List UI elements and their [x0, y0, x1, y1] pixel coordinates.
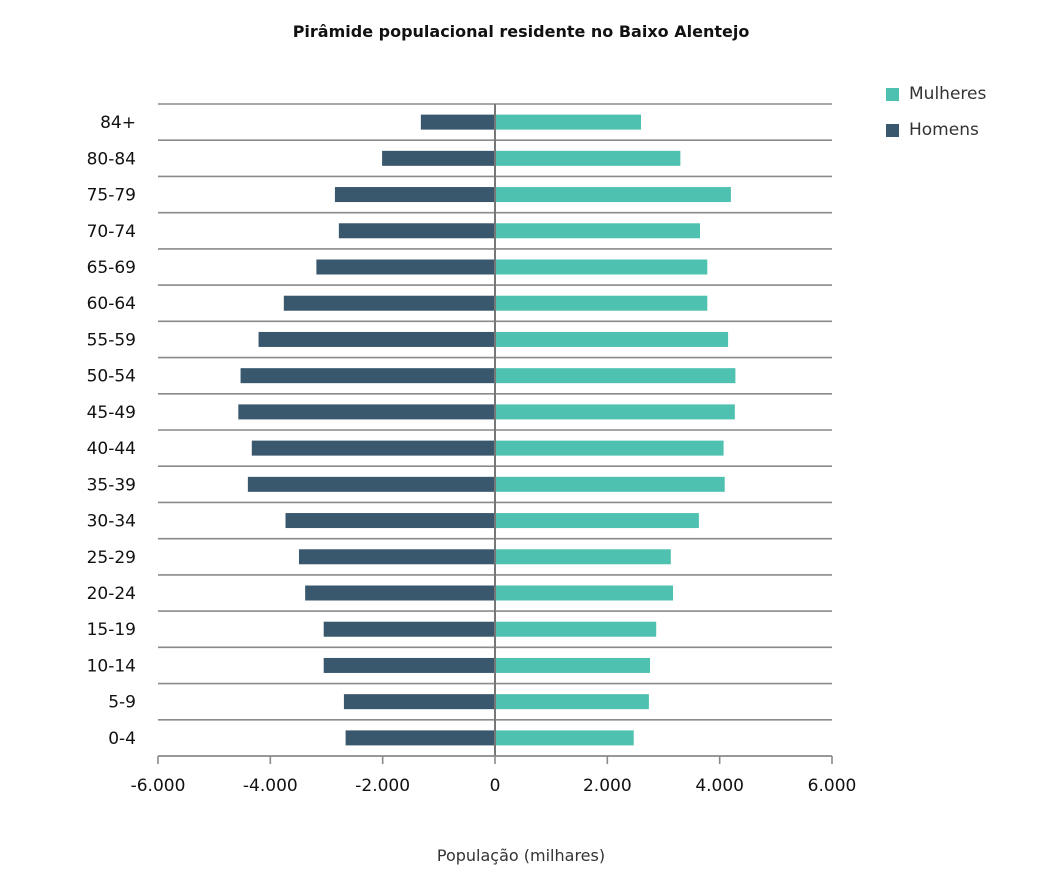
legend-label-homens: Homens [909, 120, 979, 140]
bar-mulheres-25-29 [495, 549, 671, 565]
x-tick-labels: -6.000 -4.000 -2.000 0 2.000 4.000 6.000 [131, 776, 857, 796]
category-label: 45-49 [87, 403, 136, 423]
category-label: 60-64 [87, 294, 136, 314]
x-tick-label: 2.000 [583, 776, 632, 796]
category-label: 0-4 [108, 729, 136, 749]
bar-mulheres-10-14 [495, 657, 651, 673]
bar-mulheres-30-34 [495, 513, 699, 529]
category-label: 35-39 [87, 475, 136, 495]
bar-mulheres-0-4 [495, 730, 634, 746]
bar-mulheres-50-54 [495, 368, 736, 384]
category-label: 15-19 [87, 620, 136, 640]
bar-mulheres-75-79 [495, 187, 731, 203]
category-label: 10-14 [87, 656, 136, 676]
category-label: 70-74 [87, 222, 136, 242]
legend-item-homens: Homens [886, 112, 986, 148]
chart-title: Pirâmide populacional residente no Baixo… [292, 22, 750, 41]
axes [157, 104, 833, 764]
bar-homens-10-14 [323, 657, 495, 673]
category-label: 75-79 [87, 186, 136, 206]
x-tick-label: 4.000 [695, 776, 744, 796]
bar-mulheres-55-59 [495, 331, 729, 347]
category-label: 25-29 [87, 548, 136, 568]
bar-mulheres-70-74 [495, 223, 701, 239]
category-labels: 84+ 80-84 75-79 70-74 65-69 60-64 55-59 50-54 45… [87, 113, 136, 749]
x-tick-label: -6.000 [131, 776, 186, 796]
category-label: 50-54 [87, 367, 136, 387]
legend-swatch-homens [886, 123, 899, 137]
bar-homens-40-44 [251, 440, 495, 456]
x-tick-label: -4.000 [243, 776, 298, 796]
bars [238, 114, 736, 746]
bar-homens-0-4 [345, 730, 495, 746]
bar-homens-15-19 [323, 621, 495, 637]
x-tick-label: 0 [490, 776, 501, 796]
bar-homens-70-74 [338, 223, 495, 239]
bar-homens-20-24 [305, 585, 495, 601]
legend-label-mulheres: Mulheres [909, 84, 987, 104]
bar-mulheres-20-24 [495, 585, 674, 601]
legend-swatch-mulheres [886, 87, 899, 101]
bar-mulheres-40-44 [495, 440, 724, 456]
category-label: 65-69 [87, 258, 136, 278]
category-label: 80-84 [87, 149, 136, 169]
bar-homens-65-69 [316, 259, 495, 275]
category-label: 84+ [100, 113, 136, 133]
category-label: 5-9 [108, 693, 136, 713]
category-label: 55-59 [87, 330, 136, 350]
legend: Mulheres Homens [886, 76, 986, 148]
category-label: 40-44 [87, 439, 136, 459]
bar-homens-50-54 [240, 368, 495, 384]
bar-mulheres-15-19 [495, 621, 657, 637]
legend-item-mulheres: Mulheres [886, 76, 986, 112]
bar-mulheres-84plus [495, 114, 642, 130]
bar-mulheres-65-69 [495, 259, 708, 275]
bar-mulheres-45-49 [495, 404, 735, 420]
bar-homens-30-34 [285, 513, 495, 529]
bar-homens-5-9 [343, 694, 495, 710]
bar-homens-84plus [420, 114, 495, 130]
bar-mulheres-5-9 [495, 694, 649, 710]
bar-mulheres-60-64 [495, 295, 708, 311]
x-axis-label: População (milhares) [436, 846, 606, 865]
x-tick-label: -2.000 [355, 776, 410, 796]
bar-homens-25-29 [298, 549, 495, 565]
bar-homens-55-59 [258, 331, 495, 347]
category-label: 30-34 [87, 512, 136, 532]
bar-mulheres-80-84 [495, 150, 681, 166]
bar-homens-60-64 [283, 295, 495, 311]
x-tick-label: 6.000 [808, 776, 857, 796]
bar-homens-80-84 [382, 150, 495, 166]
bar-homens-75-79 [334, 187, 495, 203]
bar-homens-35-39 [247, 476, 495, 492]
bar-mulheres-35-39 [495, 476, 725, 492]
bar-homens-45-49 [238, 404, 495, 420]
category-label: 20-24 [87, 584, 136, 604]
